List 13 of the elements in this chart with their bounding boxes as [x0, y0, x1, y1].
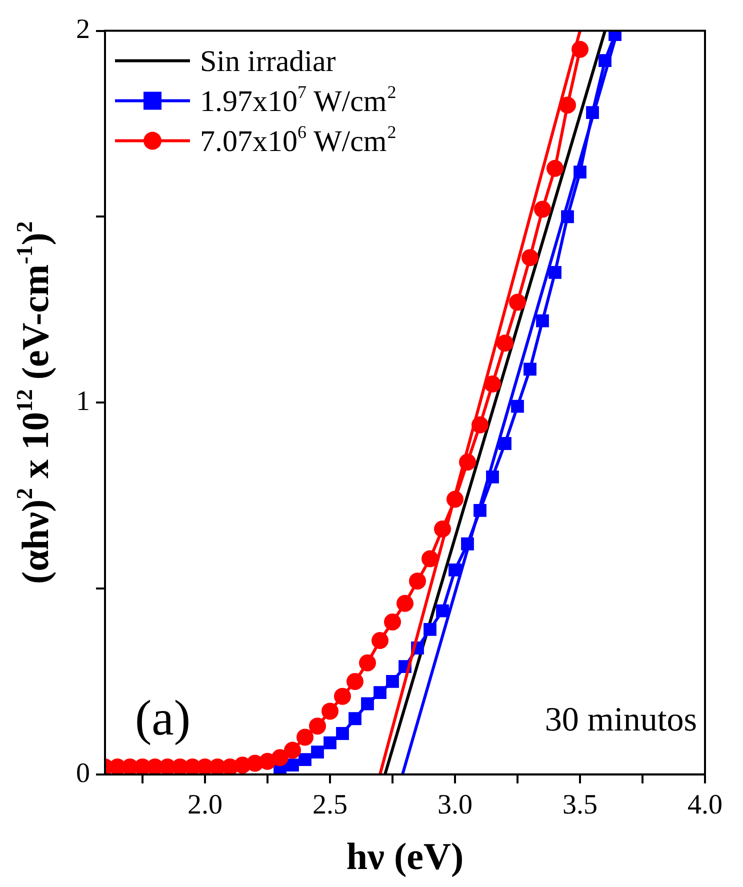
- x-tick-label: 4.0: [688, 790, 722, 821]
- x-tick-label: 2.0: [188, 790, 222, 821]
- x-tick-label: 2.5: [312, 790, 348, 821]
- annotation: 30 minutos: [544, 701, 698, 738]
- x-tick-label: 3.0: [438, 790, 472, 821]
- y-axis-title: (αhν)2 x 1012 (eV-cm-1)2: [12, 221, 57, 584]
- legend-label: Sin irradiar: [200, 44, 336, 78]
- x-axis-title: hν (eV): [346, 836, 464, 878]
- x-tick-label: 3.5: [562, 790, 598, 821]
- annotation: (a): [135, 689, 190, 746]
- y-tick-label: 0: [76, 758, 90, 789]
- y-tick-label: 2: [76, 14, 90, 46]
- y-tick-label: 1: [76, 386, 90, 417]
